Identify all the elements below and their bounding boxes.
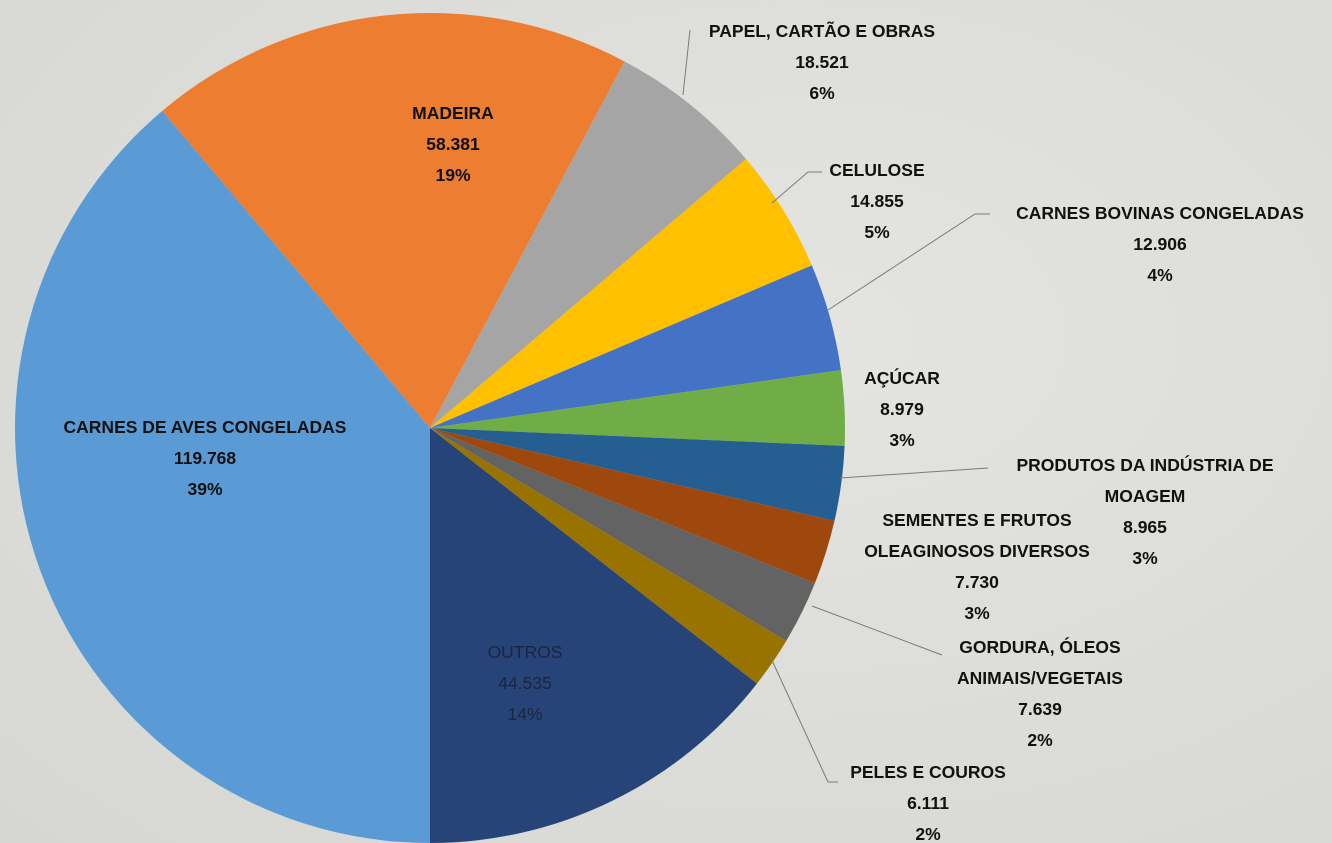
data-label: CARNES DE AVES CONGELADAS 119.768 39% [15,412,395,505]
leader-line [827,213,990,311]
share-label: 39% [187,479,223,499]
category-label: CARNES BOVINAS CONGELADAS [1016,203,1304,223]
category-label: MADEIRA [412,103,494,123]
value-label: 119.768 [173,448,237,468]
data-label: CELULOSE 14.855 5% [797,155,957,248]
value-label: 14.855 [850,191,904,211]
leader-line [769,655,838,783]
share-label: 3% [1132,548,1158,568]
value-label: 12.906 [1133,234,1187,254]
value-label: 7.730 [955,572,999,592]
pie-slice [162,13,625,428]
slices [15,13,845,843]
data-label: PELES E COUROS 6.111 2% [808,757,1048,843]
data-label: AÇÚCAR 8.979 3% [832,363,972,456]
category-label: GORDURA, ÓLEOS ANIMAIS/VEGETAIS [957,637,1123,688]
leader-line [811,605,943,656]
share-label: 3% [964,603,990,623]
pie-slice [430,428,835,584]
category-label: AÇÚCAR [864,368,940,388]
share-label: 2% [915,824,941,843]
data-label: PRODUTOS DA INDÚSTRIA DE MOAGEM 8.965 3% [985,450,1305,574]
value-label: 8.965 [1123,517,1167,537]
share-label: 6% [809,83,835,103]
share-label: 14% [507,704,543,724]
leader-line [839,467,989,479]
category-label: SEMENTES E FRUTOS OLEAGINOSOS DIVERSOS [864,510,1090,561]
share-label: 4% [1147,265,1173,285]
data-label: GORDURA, ÓLEOS ANIMAIS/VEGETAIS 7.639 2% [930,632,1150,756]
category-label: PRODUTOS DA INDÚSTRIA DE MOAGEM [1016,455,1274,506]
pie-slice [430,428,815,641]
pie-slice [430,428,845,521]
value-label: 58.381 [426,134,480,154]
pie-slice [430,265,841,428]
value-label: 7.639 [1018,699,1062,719]
value-label: 18.521 [795,52,849,72]
category-label: CARNES DE AVES CONGELADAS [63,417,347,437]
leader-line [771,171,822,204]
share-label: 5% [864,222,890,242]
data-label: OUTROS 44.535 14% [425,637,625,730]
pie-slice [15,110,430,843]
share-label: 3% [889,430,915,450]
category-label: PELES E COUROS [850,762,1006,782]
category-label: CELULOSE [829,160,925,180]
share-label: 19% [435,165,471,185]
leader-line [682,29,691,96]
category-label: PAPEL, CARTÃO E OBRAS [708,21,936,41]
share-label: 2% [1027,730,1053,750]
data-label: CARNES BOVINAS CONGELADAS 12.906 4% [995,198,1325,291]
value-label: 6.111 [907,793,949,813]
pie-slice [430,370,845,446]
pie-slice [430,428,757,843]
data-label: PAPEL, CARTÃO E OBRAS 18.521 6% [662,16,982,109]
pie-slice [430,61,746,428]
category-label: OUTROS [487,642,563,662]
value-label: 8.979 [880,399,924,419]
data-label: SEMENTES E FRUTOS OLEAGINOSOS DIVERSOS 7.… [842,505,1112,629]
data-label: MADEIRA 58.381 19% [353,98,553,191]
value-label: 44.535 [498,673,552,693]
pie-slice [430,158,812,429]
pie-slice [430,428,787,684]
